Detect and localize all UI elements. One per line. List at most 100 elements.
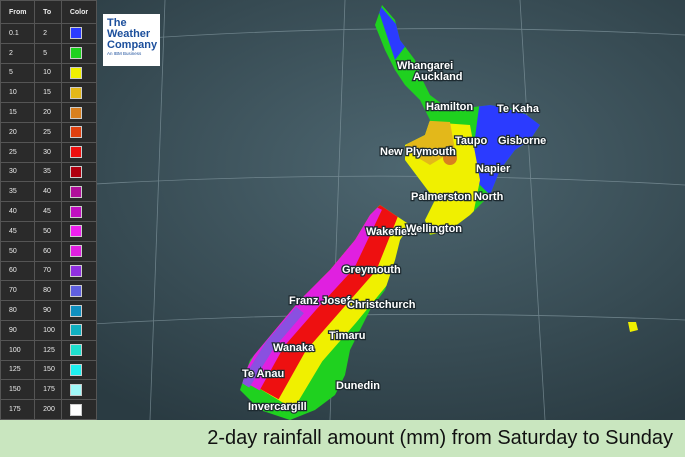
place-label: Greymouth	[342, 264, 401, 276]
legend-header-cell: To	[34, 0, 62, 24]
legend-from: 2	[0, 42, 36, 64]
color-swatch	[69, 363, 82, 376]
legend-to: 40	[34, 181, 62, 203]
place-label: Wanaka	[273, 342, 315, 354]
color-swatch	[69, 185, 82, 198]
legend-from: 125	[0, 359, 36, 381]
color-swatch	[69, 205, 82, 218]
legend-to: 90	[34, 300, 62, 321]
place-label: Wakefield	[366, 226, 417, 238]
color-swatch	[69, 403, 82, 416]
place-label: Hamilton	[426, 101, 473, 113]
legend-to: 35	[34, 161, 62, 183]
legend-color-cell	[60, 300, 98, 321]
legend-to: 150	[34, 359, 62, 381]
legend-from: 20	[0, 121, 36, 143]
legend-from: 50	[0, 240, 36, 262]
legend-row: 100 125	[0, 339, 98, 361]
logo-tagline: An IBM Business	[107, 51, 142, 56]
color-swatch	[69, 324, 82, 337]
legend-from: 15	[0, 102, 36, 123]
legend-to: 5	[34, 42, 62, 64]
legend-row: 30 35	[0, 161, 98, 183]
place-label: Auckland	[413, 71, 463, 83]
legend-from: 150	[0, 379, 36, 401]
logo-line: Weather	[107, 28, 151, 40]
place-label: Te Anau	[242, 368, 284, 380]
legend-to: 125	[34, 339, 62, 361]
place-label: Invercargill	[248, 401, 307, 413]
legend-row: 50 60	[0, 240, 98, 262]
legend-from: 25	[0, 141, 36, 163]
legend-color-cell	[60, 141, 98, 163]
logo-line: Company	[107, 39, 158, 51]
legend-row: 25 30	[0, 141, 98, 163]
legend-to: 70	[34, 260, 62, 282]
legend-from: 80	[0, 300, 36, 321]
legend-to: 10	[34, 62, 62, 84]
legend-from: 175	[0, 399, 36, 420]
legend-to: 60	[34, 240, 62, 262]
color-swatch	[69, 304, 82, 317]
place-label: Te Kaha	[497, 103, 540, 115]
legend-header-cell: Color	[60, 0, 98, 24]
legend-to: 200	[34, 399, 62, 420]
legend-row: 60 70	[0, 260, 98, 282]
color-swatch	[69, 126, 82, 139]
legend-row: 35 40	[0, 181, 98, 203]
color-swatch	[69, 344, 82, 357]
logo: The Weather Company An IBM Business	[103, 14, 160, 66]
legend-color-cell	[60, 319, 98, 341]
legend-table: From To Color 0.1 2 2 5 5 10 10 15 15 20 20 25 25 30 30 3…	[0, 0, 98, 420]
legend-to: 30	[34, 141, 62, 163]
color-swatch	[69, 66, 82, 79]
legend-from: 100	[0, 339, 36, 361]
place-label: Timaru	[329, 330, 365, 342]
legend-row: 15 20	[0, 102, 98, 123]
logo-line: The	[107, 17, 127, 29]
place-label: Wellington	[406, 223, 462, 235]
legend-color-cell	[60, 121, 98, 143]
legend-color-cell	[60, 240, 98, 262]
place-label: Napier	[476, 163, 511, 175]
color-swatch	[69, 383, 82, 396]
legend-color-cell	[60, 42, 98, 64]
chatham-islands	[628, 322, 638, 332]
legend-color-cell	[60, 339, 98, 361]
legend-row: 70 80	[0, 280, 98, 302]
color-swatch	[69, 86, 82, 99]
legend-color-cell	[60, 82, 98, 104]
legend-row: 40 45	[0, 201, 98, 222]
color-swatch	[69, 106, 82, 119]
color-swatch	[69, 146, 82, 159]
legend-from: 35	[0, 181, 36, 203]
legend-color-cell	[60, 359, 98, 381]
color-swatch	[69, 264, 82, 277]
color-swatch	[69, 245, 82, 258]
place-label: Whangarei	[397, 60, 453, 72]
legend-to: 50	[34, 220, 62, 242]
legend-color-cell	[60, 102, 98, 123]
legend-color-cell	[60, 399, 98, 420]
place-label: Franz Josef	[289, 295, 350, 307]
legend-row: 10 15	[0, 82, 98, 104]
legend-from: 60	[0, 260, 36, 282]
legend-row: 45 50	[0, 220, 98, 242]
legend-from: 30	[0, 161, 36, 183]
legend-color-cell	[60, 260, 98, 282]
place-label: Gisborne	[498, 135, 546, 147]
color-swatch	[69, 165, 82, 178]
color-swatch	[69, 27, 82, 40]
legend-to: 45	[34, 201, 62, 222]
legend-to: 80	[34, 280, 62, 302]
legend-from: 5	[0, 62, 36, 84]
legend-from: 10	[0, 82, 36, 104]
place-label: Taupo	[455, 135, 487, 147]
legend-color-cell	[60, 181, 98, 203]
legend-from: 40	[0, 201, 36, 222]
legend-row: 0.1 2	[0, 23, 98, 44]
place-label: Christchurch	[347, 299, 416, 311]
